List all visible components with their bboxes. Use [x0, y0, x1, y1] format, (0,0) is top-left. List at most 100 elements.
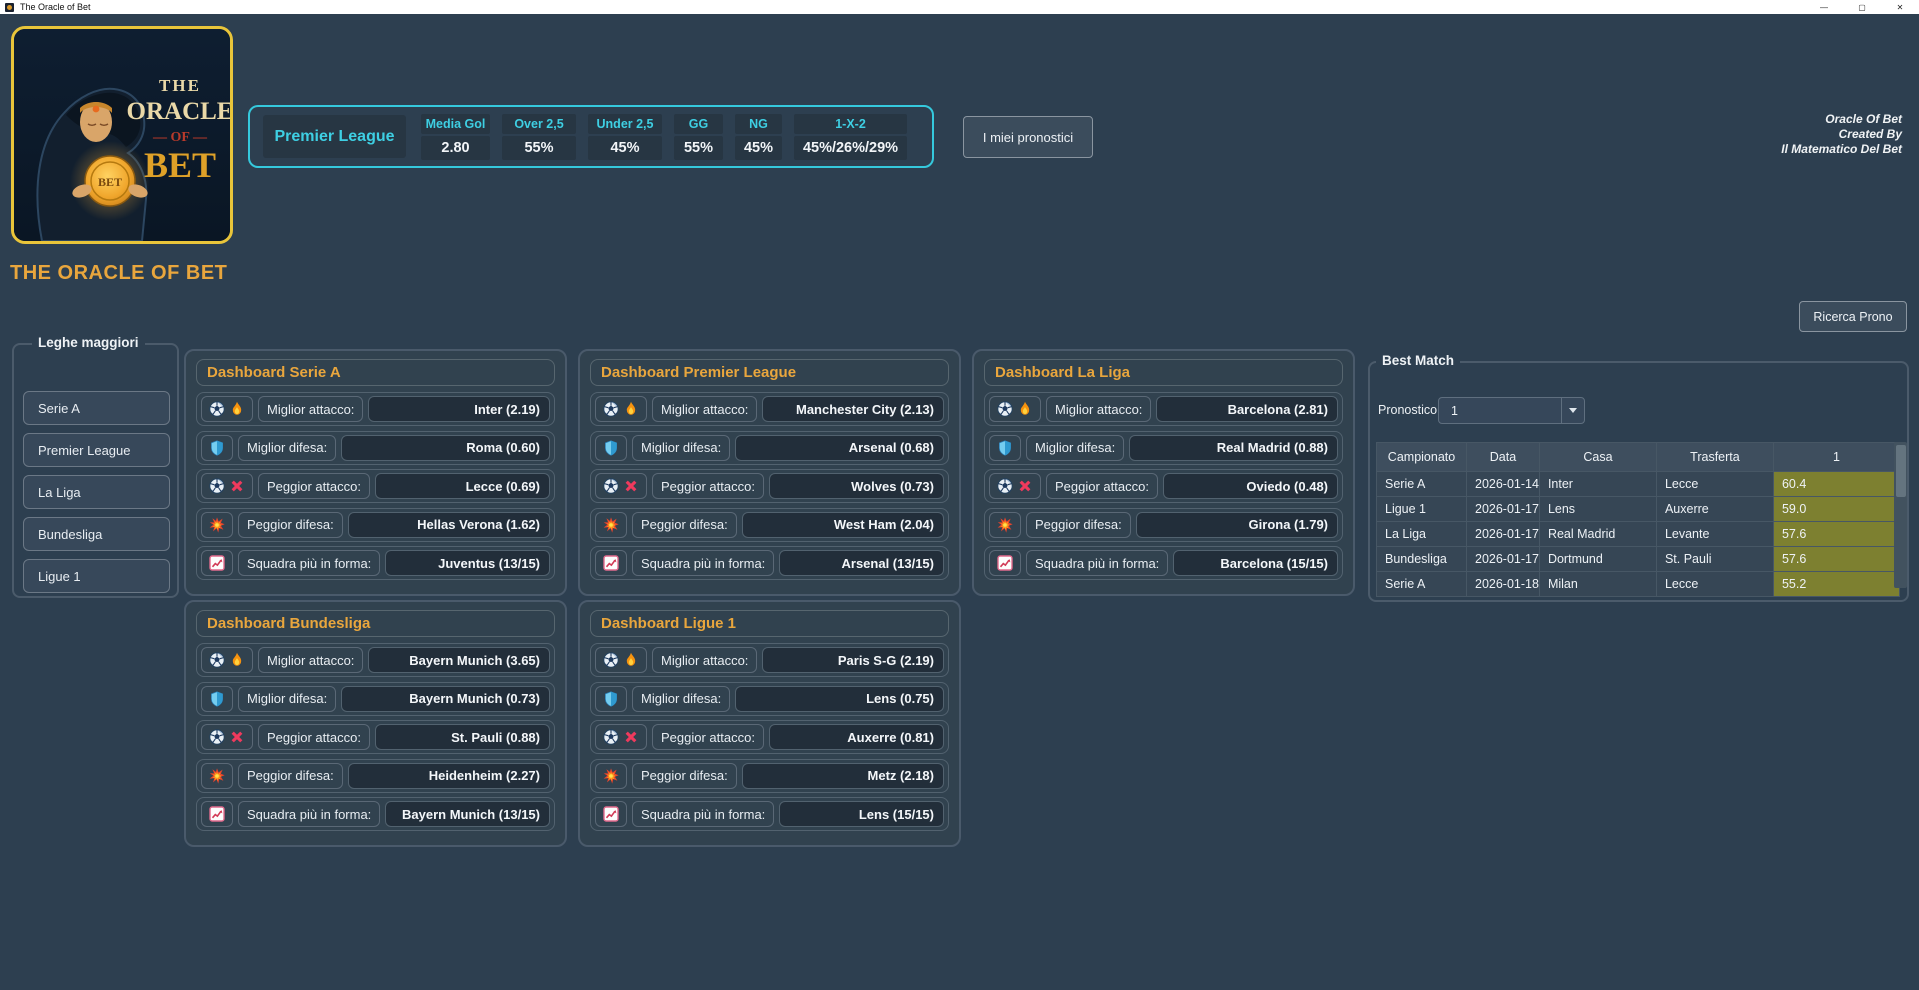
- search-prono-button[interactable]: Ricerca Prono: [1799, 301, 1907, 332]
- stat-row-label: Miglior attacco:: [258, 396, 364, 422]
- stat-row: Miglior difesa: Roma (0.60): [196, 430, 555, 465]
- icon-box: [989, 550, 1021, 576]
- icon-box: [595, 550, 627, 576]
- chart-increasing-icon: [209, 555, 225, 571]
- table-row[interactable]: Ligue 1 2026-01-17 Lens Auxerre 59.0: [1376, 496, 1900, 522]
- window-title: The Oracle of Bet: [20, 2, 91, 12]
- stat-row: Peggior difesa: Metz (2.18): [590, 758, 949, 793]
- stat-row-label: Miglior attacco:: [258, 647, 364, 673]
- stat-row-label: Peggior attacco:: [1046, 473, 1158, 499]
- sidebar-item-bundesliga[interactable]: Bundesliga: [23, 517, 170, 551]
- stat-row-value: Oviedo (0.48): [1162, 473, 1338, 499]
- collision-icon: [209, 767, 225, 784]
- svg-text:ORACLE: ORACLE: [127, 98, 230, 125]
- stat-row: Squadra più in forma: Juventus (13/15): [196, 546, 555, 580]
- dashboard-rows: Miglior attacco: Inter (2.19) Miglior dife…: [196, 392, 555, 580]
- stat-row: Peggior difesa: Hellas Verona (1.62): [196, 507, 555, 542]
- icon-box: [595, 473, 647, 499]
- icon-box: [595, 396, 647, 422]
- stat-value: 2.80: [421, 135, 490, 160]
- my-predictions-button[interactable]: I miei pronostici: [963, 116, 1093, 158]
- cross-mark-icon: [229, 729, 245, 745]
- maximize-button[interactable]: ▢: [1858, 2, 1866, 12]
- stat-row-value: Inter (2.19): [368, 396, 550, 422]
- pronostico-select[interactable]: 1: [1438, 397, 1585, 424]
- close-button[interactable]: ✕: [1896, 2, 1904, 12]
- stat-item-gg: GG 55%: [674, 113, 723, 160]
- flame-icon: [623, 401, 639, 417]
- collision-icon: [997, 516, 1013, 533]
- icon-box: [201, 511, 233, 538]
- table-cell: Levante: [1655, 521, 1774, 547]
- table-row[interactable]: Bundesliga 2026-01-17 Dortmund St. Pauli 57.…: [1376, 546, 1900, 572]
- best-match-table: Campionato Data Casa Trasferta 1 Serie A 2026…: [1376, 442, 1900, 597]
- table-cell: 2026-01-14: [1466, 471, 1540, 497]
- sidebar-item-la-liga[interactable]: La Liga: [23, 475, 170, 509]
- icon-box: [595, 685, 627, 712]
- dashboards-grid: Dashboard Serie A Miglior attacco: Inter (…: [184, 349, 1355, 847]
- dashboard-bundesliga: Dashboard Bundesliga Miglior attacco: Baye…: [184, 600, 567, 847]
- stat-row-value: Real Madrid (0.88): [1129, 434, 1338, 461]
- stat-row-label: Squadra più in forma:: [238, 550, 381, 576]
- soccer-ball-icon: [997, 478, 1013, 494]
- table-scrollbar[interactable]: [1894, 442, 1907, 588]
- stat-row-label: Miglior attacco:: [1046, 396, 1152, 422]
- table-cell: Serie A: [1376, 571, 1467, 597]
- stat-row: Peggior attacco: Wolves (0.73): [590, 469, 949, 503]
- stat-row: Squadra più in forma: Barcelona (15/15): [984, 546, 1343, 580]
- table-cell: Milan: [1538, 571, 1657, 597]
- stat-item-over-2-5: Over 2,5 55%: [502, 113, 576, 160]
- stat-row: Peggior attacco: Oviedo (0.48): [984, 469, 1343, 503]
- table-row[interactable]: Serie A 2026-01-14 Inter Lecce 60.4: [1376, 471, 1900, 497]
- table-row[interactable]: Serie A 2026-01-18 Milan Lecce 55.2: [1376, 571, 1900, 597]
- column-header-1: 1: [1772, 442, 1900, 472]
- stat-row-value: Juventus (13/15): [385, 550, 550, 576]
- stat-row: Peggior attacco: St. Pauli (0.88): [196, 720, 555, 754]
- stat-row-value: Barcelona (15/15): [1173, 550, 1338, 576]
- table-row[interactable]: La Liga 2026-01-17 Real Madrid Levante 57.6: [1376, 521, 1900, 547]
- major-leagues-groupbox: Leghe maggiori Serie A Premier League La L…: [12, 335, 179, 598]
- stat-row-value: Bayern Munich (0.73): [341, 685, 550, 712]
- minimize-button[interactable]: —: [1820, 2, 1828, 12]
- stat-row-label: Miglior difesa:: [632, 685, 731, 712]
- stats-league-name: Premier League: [263, 115, 406, 158]
- table-cell: Inter: [1538, 471, 1657, 497]
- icon-box: [989, 511, 1021, 538]
- dashboard-panel-title: Dashboard La Liga: [984, 359, 1343, 386]
- soccer-ball-icon: [603, 401, 619, 417]
- stat-row-label: Miglior difesa:: [238, 685, 337, 712]
- icon-box: [201, 685, 233, 712]
- table-cell: St. Pauli: [1655, 546, 1774, 572]
- stat-row: Peggior attacco: Auxerre (0.81): [590, 720, 949, 754]
- stat-row-label: Miglior attacco:: [652, 396, 758, 422]
- stat-row: Squadra più in forma: Lens (15/15): [590, 797, 949, 831]
- sidebar-item-serie-a[interactable]: Serie A: [23, 391, 170, 425]
- flame-icon: [229, 401, 245, 417]
- icon-box: [989, 473, 1041, 499]
- stat-row-value: Lens (15/15): [779, 801, 944, 827]
- icon-box: [595, 434, 627, 461]
- table-cell: 55.2: [1772, 571, 1900, 597]
- sidebar-item-ligue-1[interactable]: Ligue 1: [23, 559, 170, 593]
- stat-item-1-x-2: 1-X-2 45%/26%/29%: [794, 113, 907, 160]
- pronostico-selected-value: 1: [1451, 403, 1458, 418]
- icon-box: [989, 396, 1041, 422]
- stat-row-value: Lens (0.75): [735, 685, 944, 712]
- table-cell: 2026-01-17: [1466, 496, 1540, 522]
- stat-row-value: Roma (0.60): [341, 434, 550, 461]
- dropdown-arrow-icon[interactable]: [1561, 398, 1584, 423]
- stat-label: NG: [735, 113, 782, 134]
- dashboard-la-liga: Dashboard La Liga Miglior attacco: Barcelo…: [972, 349, 1355, 596]
- icon-box: [201, 396, 253, 422]
- major-leagues-title: Leghe maggiori: [32, 335, 145, 350]
- scrollbar-thumb[interactable]: [1895, 445, 1906, 497]
- chart-increasing-icon: [603, 806, 619, 822]
- stat-row-value: Manchester City (2.13): [762, 396, 944, 422]
- icon-box: [201, 434, 233, 461]
- stat-label: GG: [674, 113, 723, 134]
- sidebar-item-premier-league[interactable]: Premier League: [23, 433, 170, 467]
- stat-row-label: Squadra più in forma:: [632, 550, 775, 576]
- soccer-ball-icon: [209, 401, 225, 417]
- dashboard-rows: Miglior attacco: Manchester City (2.13) Mi…: [590, 392, 949, 580]
- stat-row: Miglior difesa: Real Madrid (0.88): [984, 430, 1343, 465]
